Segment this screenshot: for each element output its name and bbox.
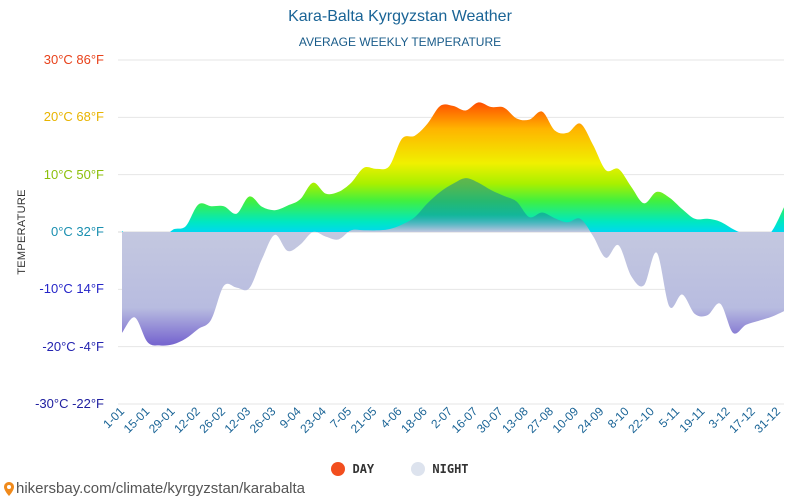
x-tick-label: 24-09 xyxy=(575,404,607,436)
y-tick-label: -10°C 14°F xyxy=(39,281,104,297)
y-tick-label: 30°C 86°F xyxy=(43,52,104,67)
day-series-area xyxy=(122,102,784,242)
chart-subtitle: AVERAGE WEEKLY TEMPERATURE xyxy=(298,35,502,49)
x-tick-label: 21-05 xyxy=(348,404,380,436)
night-series-area xyxy=(122,178,784,346)
legend-label-night: NIGHT xyxy=(432,462,469,476)
y-tick-label: 20°C 68°F xyxy=(43,109,104,125)
x-tick-label: 22-10 xyxy=(625,404,657,436)
legend-item-day[interactable]: DAY xyxy=(331,462,374,476)
source-url: hikersbay.com/climate/kyrgyzstan/karabal… xyxy=(16,480,305,497)
x-tick-label: 30-07 xyxy=(474,404,506,436)
x-tick-label: 23-04 xyxy=(297,404,329,436)
x-tick-label: 26-03 xyxy=(247,404,279,436)
legend-label-day: DAY xyxy=(352,462,375,476)
x-axis-labels: 1-0115-0129-0112-0226-0212-0326-039-0423… xyxy=(100,404,783,436)
source-link[interactable]: hikersbay.com/climate/kyrgyzstan/karabal… xyxy=(4,480,305,497)
y-tick-label: 10°C 50°F xyxy=(43,166,104,182)
y-tick-label: -30°C -22°F xyxy=(35,396,104,411)
x-tick-label: 18-06 xyxy=(398,404,430,436)
x-tick-label: 17-12 xyxy=(726,404,758,436)
legend: DAY NIGHT xyxy=(0,462,800,479)
night-dot-icon xyxy=(411,462,426,476)
x-tick-label: 12-03 xyxy=(222,404,254,436)
x-tick-label: 13-08 xyxy=(499,404,531,436)
x-tick-label: 19-11 xyxy=(676,404,707,435)
day-dot-icon xyxy=(331,462,346,476)
y-tick-label: -20°C -4°F xyxy=(42,338,104,354)
y-tick-label: 0°C 32°F xyxy=(50,224,104,239)
x-tick-label: 12-02 xyxy=(171,404,203,436)
x-tick-label: 27-08 xyxy=(524,404,556,436)
x-tick-label: 10-09 xyxy=(550,404,582,436)
x-tick-label: 31-12 xyxy=(752,404,784,436)
chart-title: Kara-Balta Kyrgyzstan Weather xyxy=(288,8,512,25)
location-pin-icon xyxy=(4,481,14,496)
x-tick-label: 26-02 xyxy=(196,404,228,436)
legend-item-night[interactable]: NIGHT xyxy=(411,462,469,476)
x-tick-label: 16-07 xyxy=(449,404,481,436)
x-tick-label: 15-01 xyxy=(121,404,153,436)
x-tick-label: 29-01 xyxy=(146,404,178,436)
